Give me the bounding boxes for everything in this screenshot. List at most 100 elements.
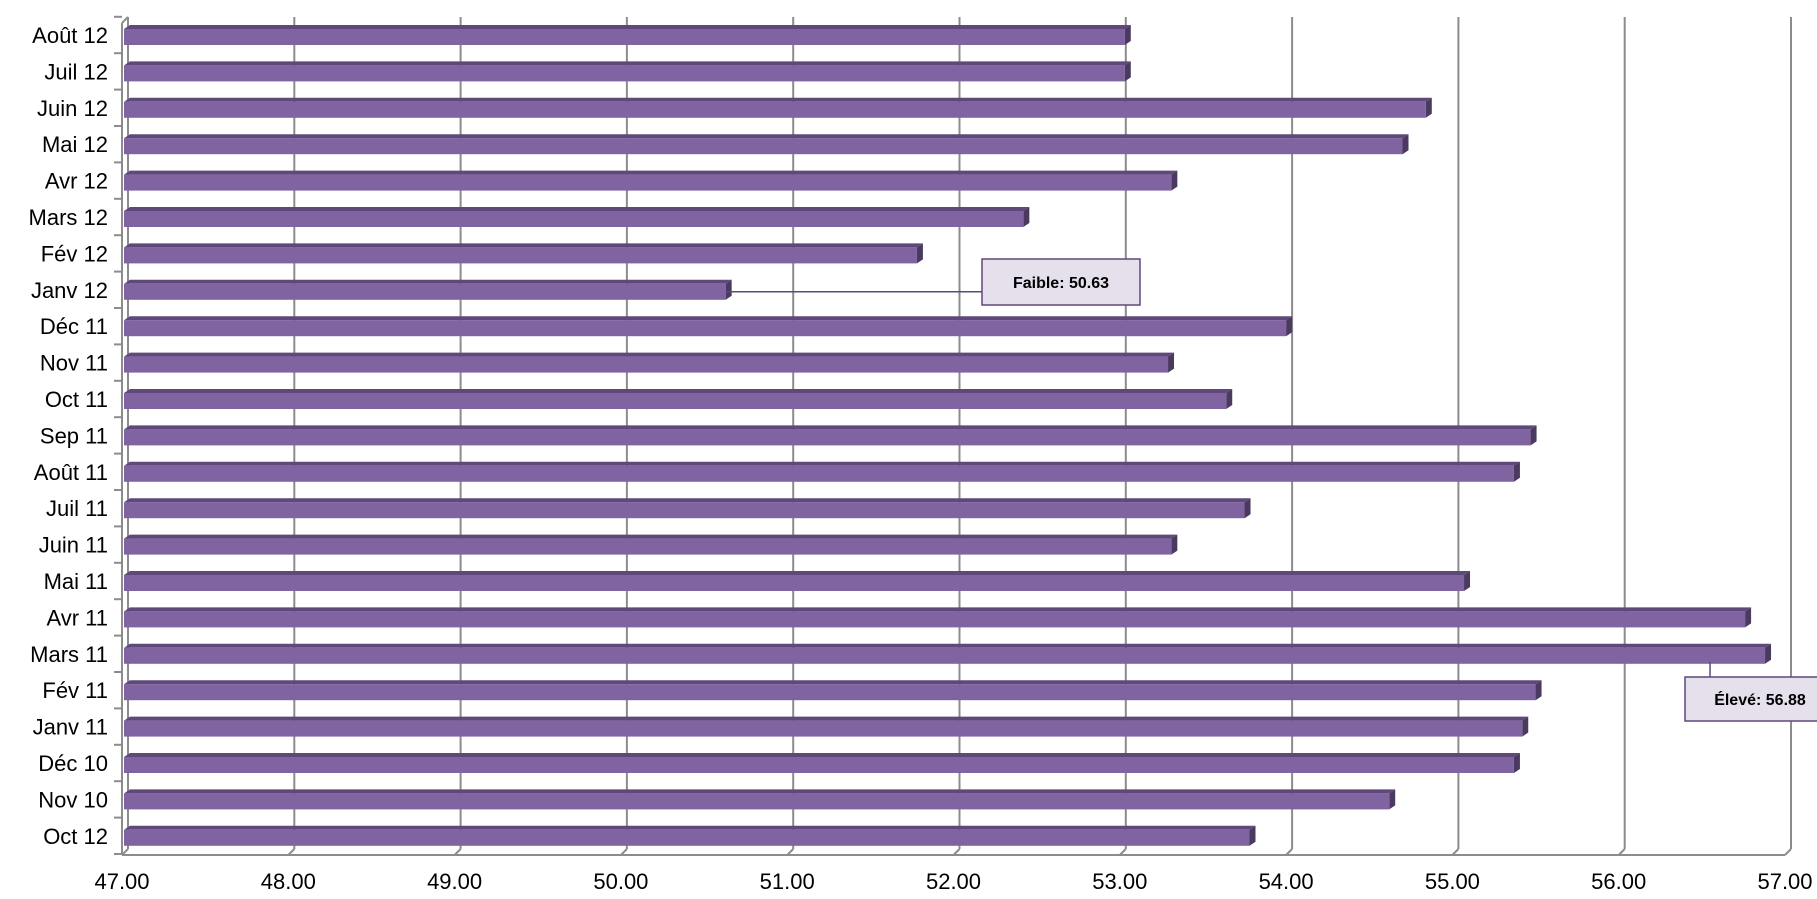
gridline-depth [1784, 848, 1792, 856]
bar-top-face [124, 753, 1520, 757]
category-label: Août 12 [32, 23, 108, 48]
category-label: Déc 10 [38, 751, 108, 776]
bar [124, 607, 1752, 628]
bar-top-face [124, 316, 1293, 321]
bar-side-face [1389, 789, 1396, 810]
category-label: Fév 12 [41, 241, 108, 266]
bar-side-face [1402, 134, 1409, 155]
bar [124, 680, 1542, 701]
bar [124, 97, 1432, 118]
bar [124, 207, 1030, 227]
bar-side-face [1464, 571, 1471, 591]
bar-front-face [124, 29, 1125, 45]
bar-front-face [124, 211, 1024, 227]
category-labels: Août 12 Juil 12 Juin 12 Mai 12 Avr 12 Mars 12… [29, 23, 108, 849]
x-tick-label: 50.00 [593, 869, 648, 894]
bar-top-face [124, 243, 923, 248]
bar-front-face [124, 393, 1227, 409]
bar-top-face [124, 789, 1396, 794]
bar-side-face [1286, 316, 1293, 337]
x-tick-label: 56.00 [1591, 869, 1646, 894]
bar-side-face [1124, 25, 1131, 45]
category-label: Sep 11 [40, 423, 108, 448]
bar-front-face [124, 793, 1390, 810]
bar-side-face [1171, 534, 1178, 555]
bar-top-face [124, 498, 1251, 503]
category-label: Juin 11 [39, 533, 108, 558]
category-label: Nov 11 [40, 351, 108, 376]
bar [124, 134, 1409, 155]
bar-top-face [124, 716, 1529, 721]
x-tick-label: 51.00 [760, 869, 815, 894]
bar-front-face [124, 101, 1426, 118]
bar [124, 571, 1471, 591]
category-label: Oct 11 [45, 387, 108, 412]
x-tick-label: 55.00 [1425, 869, 1480, 894]
category-label: Oct 12 [43, 824, 108, 849]
bar-front-face [124, 138, 1403, 155]
callout-label: Faible: 50.63 [1013, 275, 1109, 292]
bar [124, 643, 1772, 664]
bar-front-face [124, 65, 1125, 82]
annotations: Faible: 50.63 Élevé: 56.88 [725, 258, 1817, 722]
bar [124, 425, 1537, 446]
bar-top-face [124, 389, 1233, 393]
bar-top-face [124, 61, 1131, 66]
bar-top-face [124, 571, 1471, 575]
bar-front-face [124, 684, 1536, 701]
bar-side-face [1522, 716, 1529, 737]
x-tick-label: 57.00 [1757, 869, 1812, 894]
category-label: Mai 12 [42, 132, 108, 157]
x-tick-label: 53.00 [1092, 869, 1147, 894]
bar-front-face [124, 283, 726, 300]
bar-side-face [1513, 753, 1520, 773]
bar [124, 243, 923, 264]
bar-top-face [124, 25, 1131, 29]
bar-top-face [124, 279, 732, 284]
bar [124, 716, 1529, 737]
bar-top-face [124, 607, 1752, 612]
bar-front-face [124, 829, 1250, 846]
bar [124, 461, 1520, 482]
bar-side-face [1530, 425, 1537, 446]
bar-side-face [1171, 170, 1178, 191]
category-label: Mars 11 [30, 642, 108, 667]
bar-front-face [124, 247, 917, 264]
category-label: Août 11 [34, 460, 108, 485]
x-tick-label: 49.00 [427, 869, 482, 894]
bar-side-face [1244, 498, 1251, 519]
bar-side-face [1023, 207, 1030, 227]
bar [124, 170, 1178, 191]
bar-top-face [124, 461, 1520, 466]
bar-top-face [124, 207, 1030, 211]
category-label: Janv 11 [33, 715, 108, 740]
bar-front-face [124, 429, 1531, 446]
bar [124, 789, 1396, 810]
bar-front-face [124, 356, 1169, 373]
bar-side-face [1535, 680, 1542, 701]
callout-label: Élevé: 56.88 [1714, 690, 1806, 709]
bar-front-face [124, 575, 1465, 591]
x-tick-label: 47.00 [94, 869, 149, 894]
category-label: Mai 11 [44, 569, 108, 594]
bar-side-face [1425, 97, 1432, 118]
category-label: Avr 11 [46, 605, 108, 630]
category-label: Déc 11 [40, 314, 108, 339]
bar [124, 825, 1256, 846]
category-label: Mars 12 [29, 205, 108, 230]
bar [124, 61, 1131, 82]
bar-side-face [1249, 825, 1256, 846]
bar-side-face [916, 243, 923, 264]
bar [124, 498, 1251, 519]
category-label: Juin 12 [37, 96, 108, 121]
bar-top-face [124, 352, 1175, 357]
bar-side-face [1513, 461, 1520, 482]
callout-box [1684, 676, 1817, 722]
bar [124, 279, 732, 300]
bar [124, 352, 1175, 373]
bar [124, 389, 1233, 409]
bars [124, 25, 1772, 846]
bar-side-face [1168, 352, 1175, 373]
bar-side-face [1745, 607, 1752, 628]
